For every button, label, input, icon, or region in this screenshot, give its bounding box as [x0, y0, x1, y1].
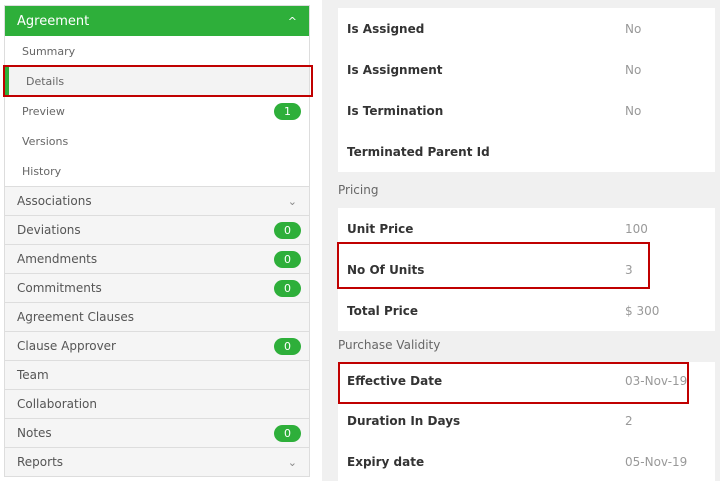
- count-badge: 0: [274, 279, 301, 297]
- field-value: No: [625, 21, 642, 36]
- agreement-section-header[interactable]: Agreement ^: [5, 6, 309, 36]
- section-title-purchase-validity: Purchase Validity: [338, 338, 441, 352]
- count-badge: 0: [274, 424, 301, 442]
- sidebar-item-preview[interactable]: Preview 1: [5, 96, 309, 126]
- field-label: Expiry date: [347, 454, 425, 469]
- count-badge: 0: [274, 337, 301, 355]
- section-title-pricing: Pricing: [338, 183, 379, 197]
- field-value: 3: [625, 262, 633, 277]
- chevron-down-icon[interactable]: ⌄: [287, 194, 297, 208]
- item-label: Clause Approver: [17, 339, 116, 353]
- sidebar-item-history[interactable]: History: [5, 156, 309, 186]
- field-label: Duration In Days: [347, 413, 461, 428]
- item-label: Agreement Clauses: [17, 310, 135, 324]
- field-is-assignment: Is Assignment No: [338, 49, 715, 90]
- item-label: Team: [17, 368, 49, 382]
- item-label: Notes: [17, 426, 52, 440]
- sidebar-item-collaboration[interactable]: Collaboration: [5, 389, 309, 418]
- sidebar-item-clause-approver[interactable]: Clause Approver 0: [5, 331, 309, 360]
- field-value: $ 300: [625, 303, 660, 318]
- count-badge: 0: [274, 250, 301, 268]
- sidebar-item-associations[interactable]: Associations ⌄: [5, 186, 309, 215]
- field-duration-in-days: Duration In Days 2: [338, 400, 715, 441]
- item-label: Reports: [17, 455, 64, 469]
- field-label: Terminated Parent Id: [347, 144, 490, 159]
- sidebar-item-agreement-clauses[interactable]: Agreement Clauses: [5, 302, 309, 331]
- field-value: 03-Nov-19: [625, 374, 688, 388]
- sidebar-item-team[interactable]: Team: [5, 360, 309, 389]
- item-label: Preview: [22, 104, 65, 118]
- agreement-label: Agreement: [17, 13, 90, 29]
- validity-card: Effective Date 03-Nov-19 Duration In Days 2…: [338, 362, 715, 482]
- field-total-price: Total Price $ 300: [338, 290, 715, 331]
- field-value: 05-Nov-19: [625, 454, 688, 469]
- field-no-of-units: No Of Units 3: [338, 249, 715, 290]
- chevron-up-icon[interactable]: ^: [287, 14, 297, 28]
- item-label: Summary: [22, 44, 76, 58]
- chevron-down-icon[interactable]: ⌄: [287, 455, 297, 469]
- pricing-card: Unit Price 100 No Of Units 3 Total Price $ 30…: [338, 208, 715, 331]
- count-badge: 0: [274, 221, 301, 239]
- item-label: Details: [26, 74, 65, 88]
- field-value: 2: [625, 413, 633, 428]
- sidebar: Agreement ^ Summary Details Preview 1 Ver…: [4, 5, 310, 477]
- field-label: Effective Date: [347, 374, 443, 388]
- field-label: Is Assigned: [347, 21, 425, 36]
- sidebar-item-summary[interactable]: Summary: [5, 36, 309, 66]
- field-label: Is Assignment: [347, 62, 443, 77]
- field-is-termination: Is Termination No: [338, 90, 715, 131]
- field-label: Is Termination: [347, 103, 444, 118]
- sidebar-item-reports[interactable]: Reports ⌄: [5, 447, 309, 476]
- item-label: Amendments: [17, 252, 98, 266]
- field-value: 100: [625, 221, 648, 236]
- item-label: Deviations: [17, 223, 81, 237]
- sidebar-item-notes[interactable]: Notes 0: [5, 418, 309, 447]
- field-label: No Of Units: [347, 262, 425, 277]
- sidebar-item-details[interactable]: Details: [5, 66, 309, 96]
- field-value: No: [625, 62, 642, 77]
- sidebar-item-deviations[interactable]: Deviations 0: [5, 215, 309, 244]
- field-label: Unit Price: [347, 221, 414, 236]
- item-label: Versions: [22, 134, 69, 148]
- field-expiry-date: Expiry date 05-Nov-19: [338, 441, 715, 482]
- sidebar-item-commitments[interactable]: Commitments 0: [5, 273, 309, 302]
- field-terminated-parent-id: Terminated Parent Id: [338, 131, 715, 172]
- item-label: History: [22, 164, 62, 178]
- general-card: Is Assigned No Is Assignment No Is Terminati…: [338, 8, 715, 172]
- field-unit-price: Unit Price 100: [338, 208, 715, 249]
- sidebar-item-versions[interactable]: Versions: [5, 126, 309, 156]
- item-label: Collaboration: [17, 397, 97, 411]
- field-is-assigned: Is Assigned No: [338, 8, 715, 49]
- field-value: No: [625, 103, 642, 118]
- details-panel: Is Assigned No Is Assignment No Is Terminati…: [322, 0, 720, 482]
- field-label: Total Price: [347, 303, 419, 318]
- count-badge: 1: [274, 102, 301, 120]
- item-label: Associations: [17, 194, 92, 208]
- item-label: Commitments: [17, 281, 102, 295]
- field-effective-date: Effective Date 03-Nov-19: [338, 362, 715, 400]
- sidebar-item-amendments[interactable]: Amendments 0: [5, 244, 309, 273]
